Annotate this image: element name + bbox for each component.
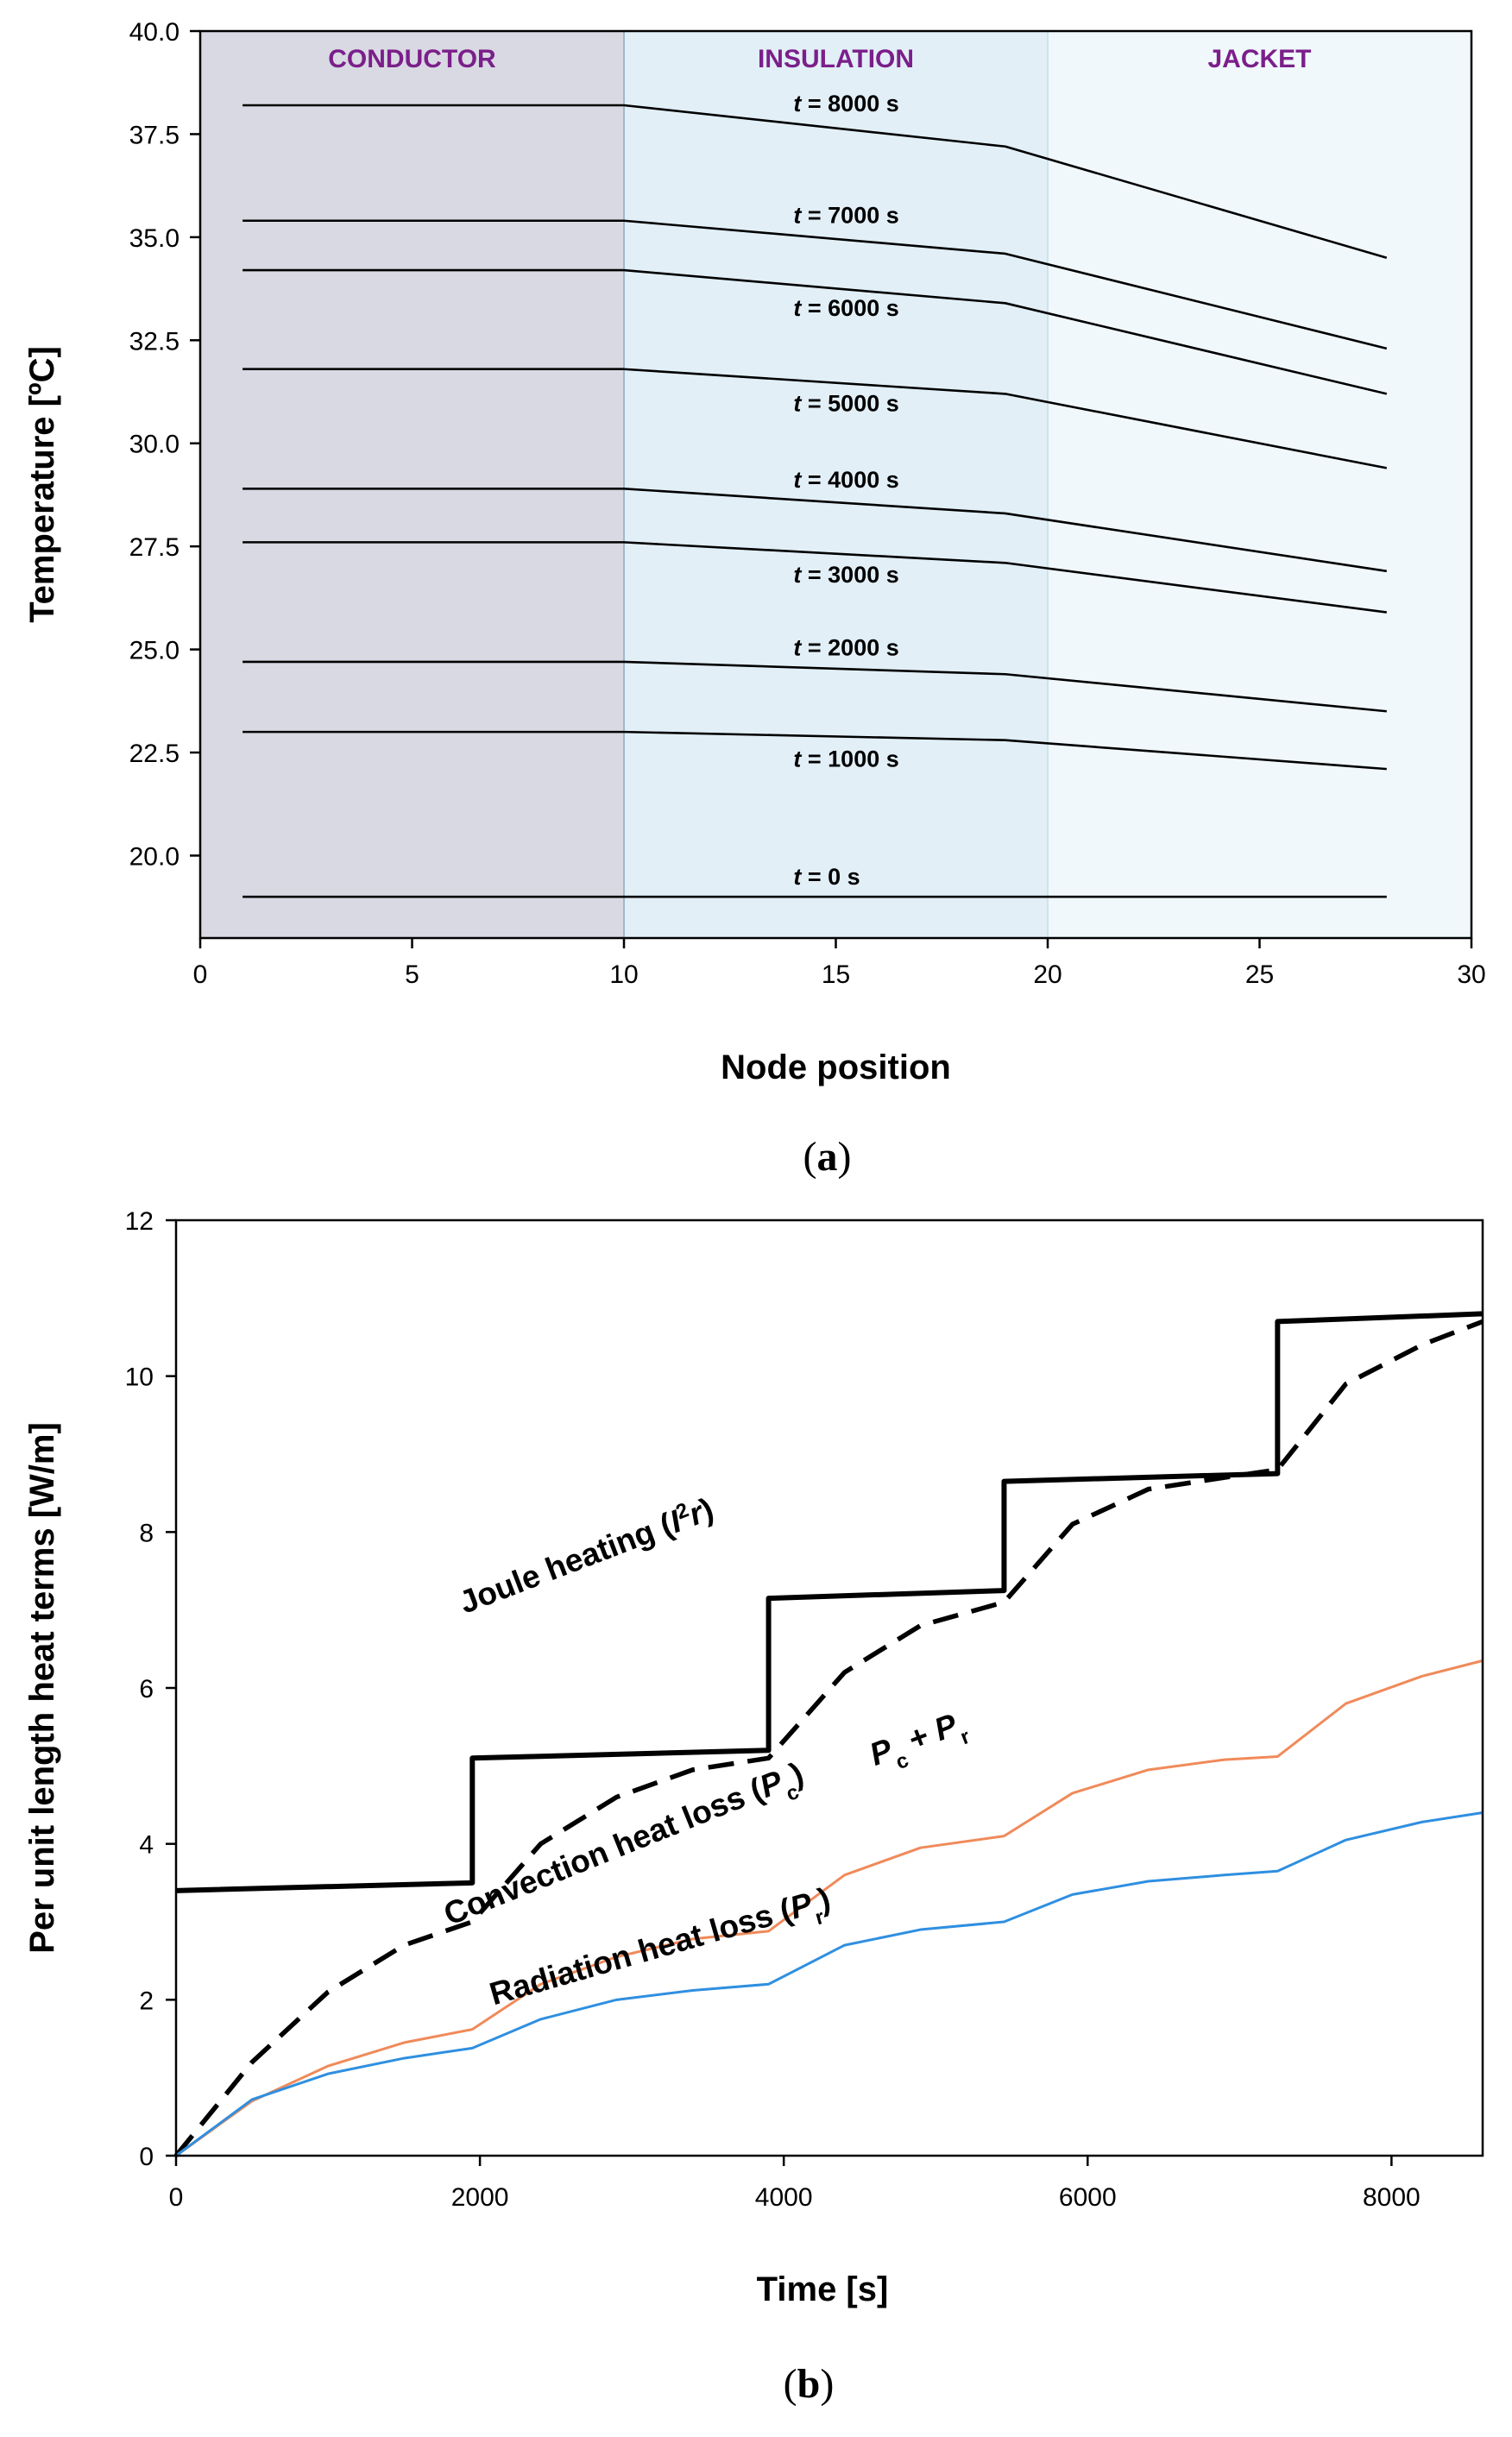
x-tick-label: 25: [1245, 960, 1274, 989]
x-tick-label: 0: [169, 2183, 184, 2212]
time-label-t: t: [793, 746, 802, 771]
y-tick-label: 30.0: [129, 431, 180, 459]
x-tick-label: 8000: [1363, 2183, 1421, 2212]
y-tick-label: 40.0: [129, 18, 180, 47]
time-label: t = 6000 s: [793, 295, 898, 321]
y-tick-label: 35.0: [129, 224, 180, 253]
panel-letter: b: [797, 2361, 821, 2407]
x-tick-label: 6000: [1059, 2183, 1117, 2212]
y-tick-label: 2: [139, 1987, 154, 2015]
y-tick-label: 32.5: [129, 327, 180, 356]
temperature-profile-lines: [243, 104, 1388, 898]
time-label-value: = 2000 s: [801, 634, 898, 660]
panel-label-a: (a): [803, 1134, 852, 1180]
time-label-value: = 3000 s: [801, 562, 898, 588]
time-label: t = 7000 s: [793, 203, 898, 229]
series-line: [173, 1319, 1484, 2157]
x-tick-label: 15: [822, 960, 850, 989]
temperature-line: [243, 104, 1388, 259]
time-label: t = 8000 s: [793, 91, 898, 116]
temperature-line: [243, 268, 1388, 395]
y-tick-label: 37.5: [129, 121, 180, 149]
panel-b-chart: Joule heating (I2r) Pc + Pr Convection h…: [23, 1207, 1484, 2407]
time-label-value: = 7000 s: [801, 203, 898, 229]
time-label: t = 2000 s: [793, 634, 898, 660]
time-labels: t = 0 st = 1000 st = 2000 st = 3000 st =…: [793, 91, 898, 890]
time-label-t: t: [793, 467, 802, 493]
jacket-region: [1048, 31, 1471, 938]
y-axis-ticks: 20.0 22.5 25.0 27.5 30.0 32.5 35.0 37.5 40.0: [129, 18, 200, 871]
y-axis-ticks: 0 2 4 6 8 10 12: [125, 1207, 176, 2171]
time-label-t: t: [793, 864, 802, 890]
plot-background: [176, 1220, 1483, 2156]
time-label: t = 3000 s: [793, 562, 898, 588]
time-label-value: = 6000 s: [801, 295, 898, 321]
time-label-t: t: [793, 634, 802, 660]
region-label-jacket: JACKET: [1207, 45, 1311, 73]
time-label-t: t: [793, 295, 802, 321]
time-label: t = 0 s: [793, 864, 860, 890]
temperature-line: [243, 730, 1387, 771]
y-tick-label: 12: [125, 1207, 154, 1236]
x-tick-label: 10: [609, 960, 638, 989]
x-axis-label: Time [s]: [757, 2270, 889, 2308]
x-axis-ticks: 0 5 10 15 20 25 30: [193, 938, 1486, 989]
y-axis-label: Per unit length heat terms [W/m]: [23, 1422, 61, 1954]
x-tick-label: 0: [193, 960, 208, 989]
time-label-t: t: [793, 91, 802, 116]
y-tick-label: 22.5: [129, 740, 180, 768]
y-tick-label: 25.0: [129, 637, 180, 665]
time-label: t = 1000 s: [793, 746, 898, 771]
time-label-value: = 8000 s: [801, 91, 898, 116]
time-label-value: = 0 s: [801, 864, 860, 890]
temperature-line: [243, 660, 1387, 713]
y-tick-label: 27.5: [129, 533, 180, 562]
region-label-conductor: CONDUCTOR: [328, 45, 496, 73]
time-label: t = 5000 s: [793, 390, 898, 416]
y-tick-label: 4: [139, 1831, 154, 1860]
region-label-insulation: INSULATION: [758, 45, 914, 73]
y-tick-label: 8: [139, 1519, 154, 1547]
series-line: [175, 1311, 1484, 1893]
x-tick-label: 30: [1457, 960, 1485, 989]
panel-label-b: (b): [784, 2361, 835, 2407]
time-label-t: t: [793, 203, 802, 229]
temperature-line: [243, 368, 1388, 469]
y-axis-label: Temperature [ºC]: [23, 346, 61, 623]
conductor-region: [200, 31, 624, 938]
x-tick-label: 5: [405, 960, 419, 989]
temperature-line: [243, 219, 1388, 350]
time-label: t = 4000 s: [793, 467, 898, 493]
x-tick-label: 20: [1033, 960, 1062, 989]
panel-a-chart: CONDUCTOR INSULATION JACKET t = 0 st = 1…: [23, 18, 1486, 1180]
temperature-line: [243, 541, 1387, 614]
time-label-t: t: [793, 562, 802, 588]
x-tick-label: 4000: [755, 2183, 813, 2212]
x-tick-label: 2000: [451, 2183, 509, 2212]
x-axis-ticks: 0 2000 4000 6000 8000: [169, 2156, 1421, 2212]
time-label-value: = 5000 s: [801, 390, 898, 416]
heat-term-lines: [173, 1311, 1484, 2157]
insulation-region: [624, 31, 1048, 938]
y-tick-label: 6: [139, 1675, 154, 1703]
series-line: [175, 1659, 1484, 2157]
y-tick-label: 10: [125, 1363, 154, 1392]
time-label-value: = 1000 s: [801, 746, 898, 771]
y-tick-label: 0: [139, 2143, 154, 2171]
time-label-value: = 4000 s: [801, 467, 898, 493]
y-tick-label: 20.0: [129, 842, 180, 871]
panel-letter: a: [817, 1134, 838, 1180]
x-axis-label: Node position: [721, 1048, 951, 1086]
time-label-t: t: [793, 390, 802, 416]
temperature-line: [243, 487, 1387, 573]
series-line: [175, 1811, 1484, 2157]
